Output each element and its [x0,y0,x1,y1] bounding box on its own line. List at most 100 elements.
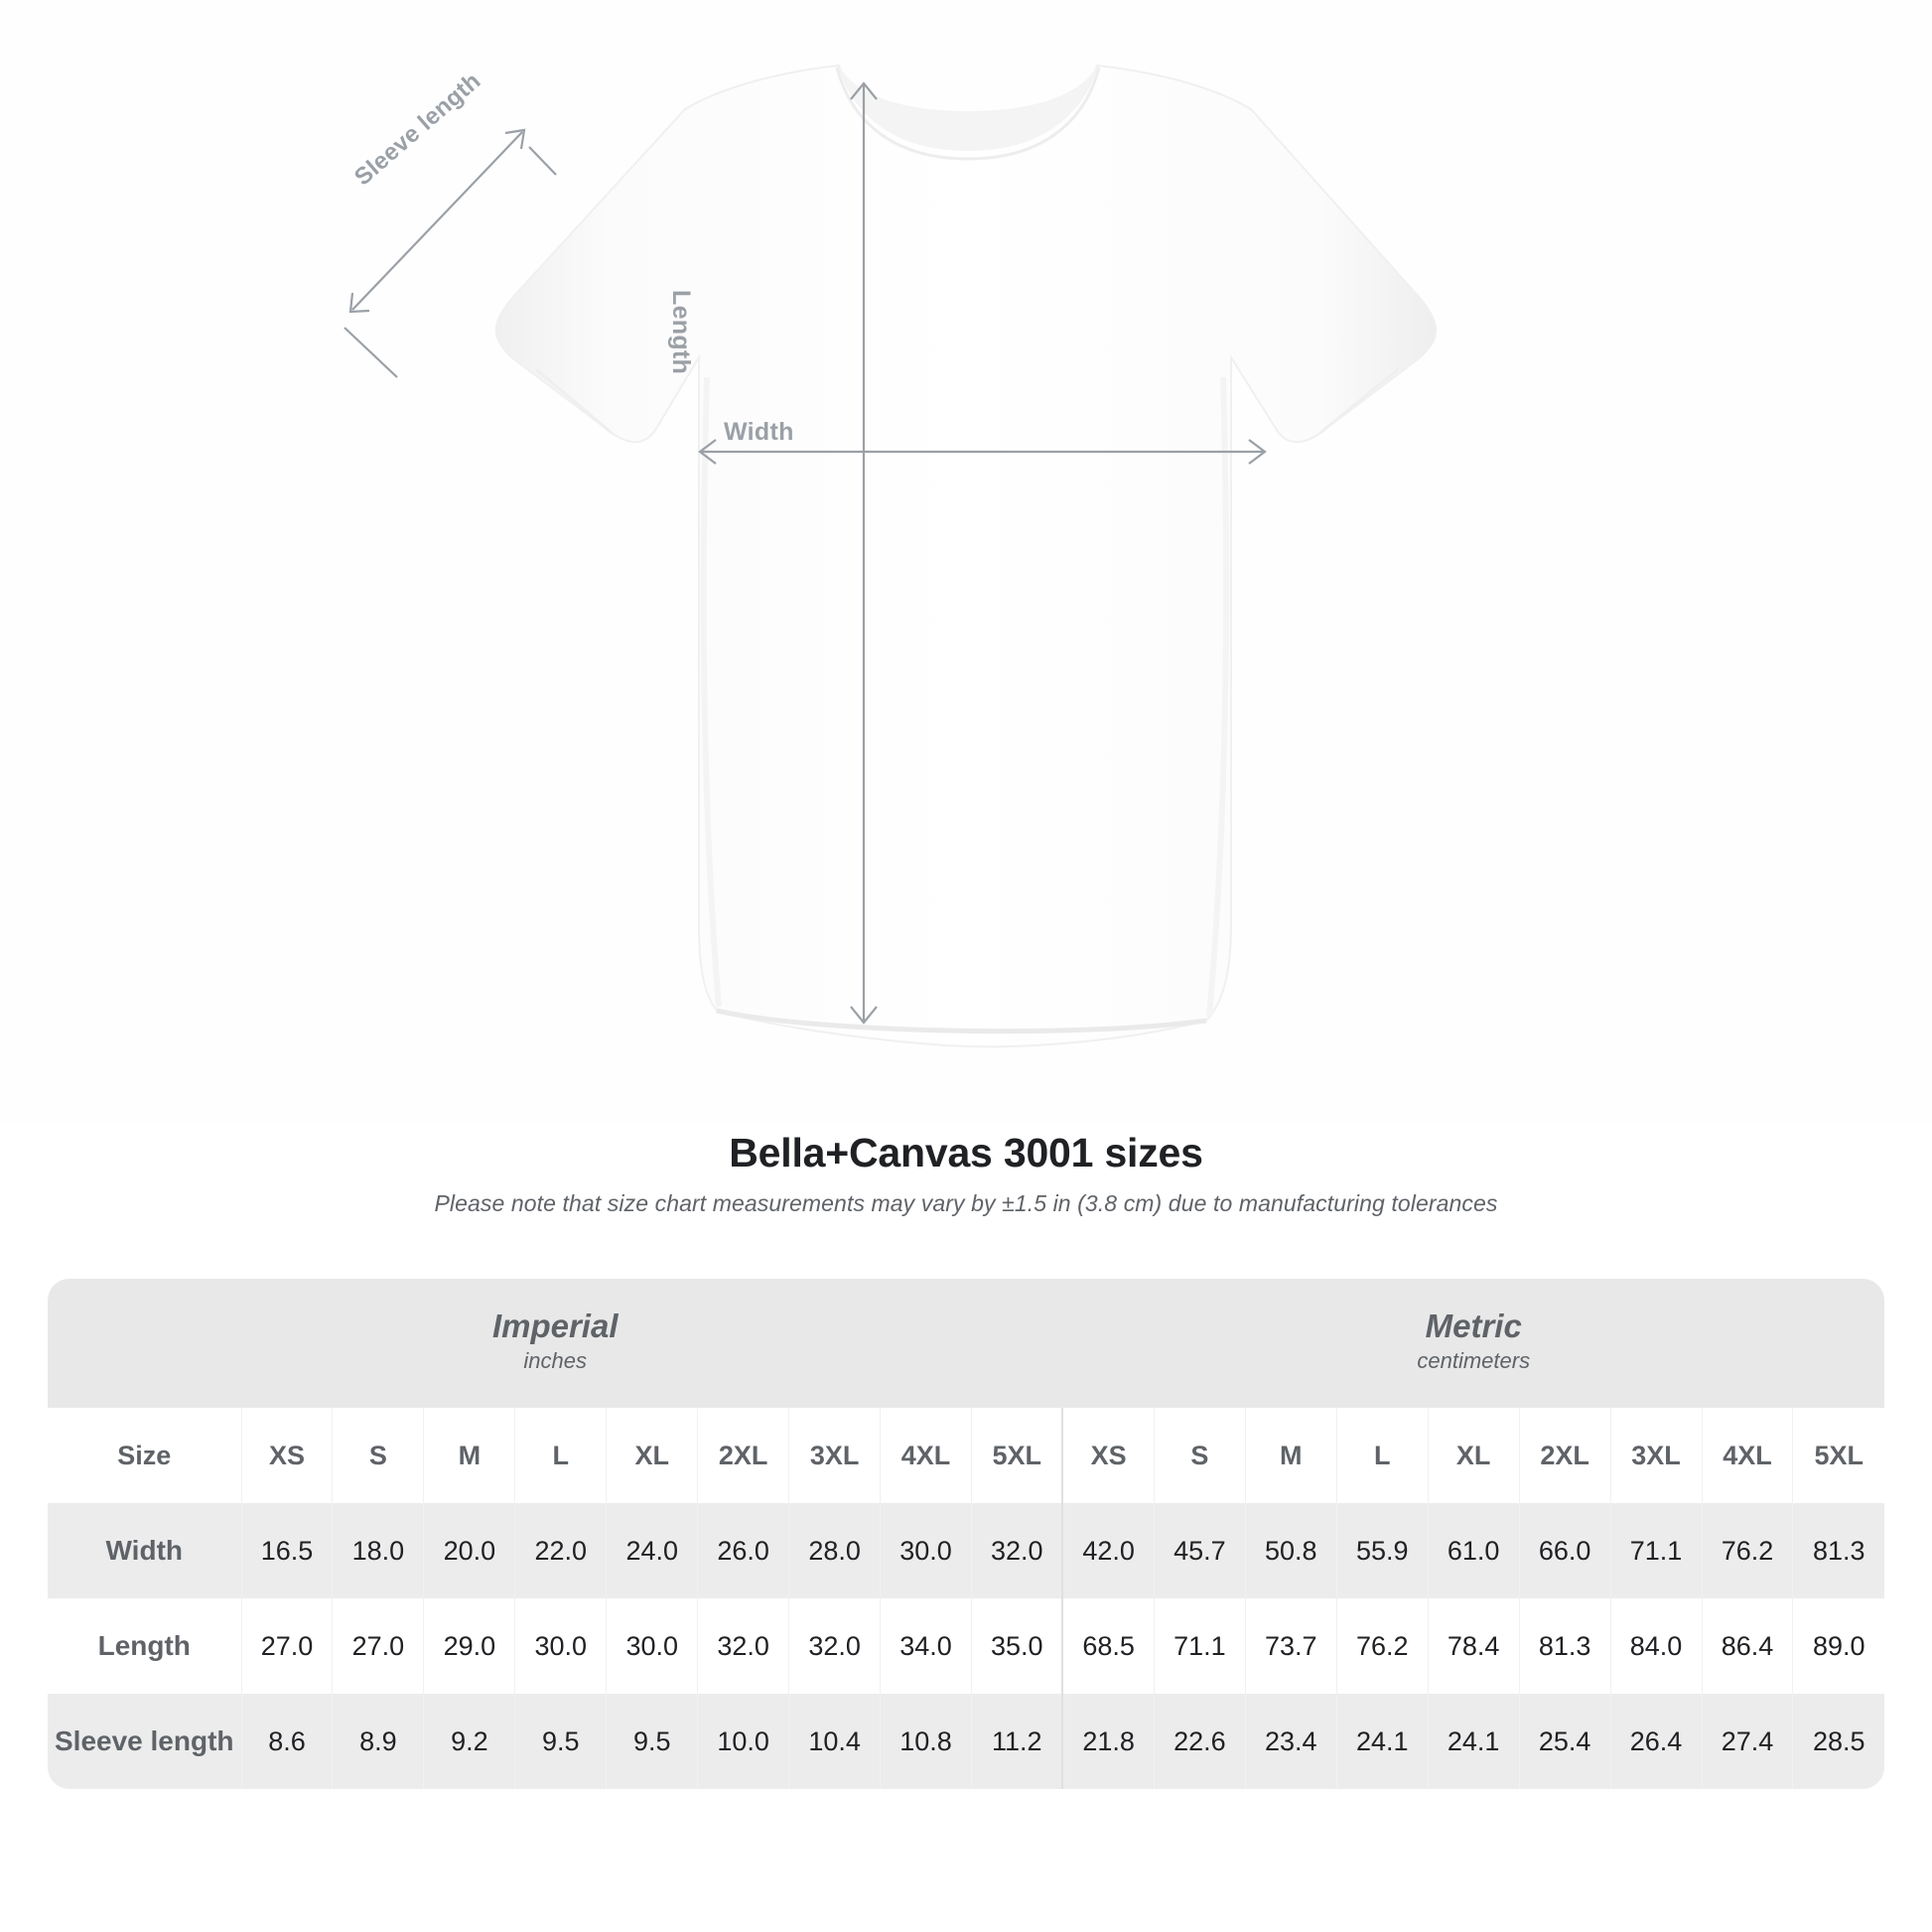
length-row-cell: 35.0 [971,1598,1063,1694]
shirt-body-shape [494,64,1438,1048]
width-row-cell: 20.0 [423,1503,515,1598]
width-row-cell: 16.5 [240,1503,333,1598]
size-header-row-cell: L [1335,1408,1429,1503]
sleeve-length-row-cell: 8.9 [332,1694,424,1789]
length-row-cell: 34.0 [880,1598,972,1694]
sleeve-length-row-cell: 10.8 [880,1694,972,1789]
width-row-cell: 55.9 [1335,1503,1429,1598]
sleeve-length-row-cell: 27.4 [1701,1694,1793,1789]
width-row-cell: 32.0 [971,1503,1063,1598]
size-header-row-cell: S [332,1408,424,1503]
length-row-cell: 30.0 [606,1598,698,1694]
length-row-cell: 76.2 [1335,1598,1429,1694]
imperial-unit-name: Imperial [491,1308,619,1345]
width-row-cell: 45.7 [1153,1503,1246,1598]
length-row-cell: 27.0 [240,1598,333,1694]
metric-unit-cell: Metric centimeters [1062,1279,1884,1408]
size-header-row-cell: M [1244,1408,1337,1503]
length-row-cell: 32.0 [788,1598,881,1694]
size-header-row-cell: 2XL [1518,1408,1611,1503]
collar-seam [835,67,1101,161]
width-row-cell: 28.0 [788,1503,881,1598]
sleeve-length-row-cell: 25.4 [1518,1694,1611,1789]
width-row-cell: 30.0 [880,1503,972,1598]
width-row-cell: 18.0 [332,1503,424,1598]
sleeve-length-row-cell: 21.8 [1061,1694,1155,1789]
sleeve-length-row: Sleeve length 8.6 8.9 9.2 9.5 9.5 10.0 10.4 10.8… [48,1694,1884,1789]
left-sleeve-hem [535,367,613,435]
length-row-cell: 89.0 [1792,1598,1884,1694]
width-row-cell: 71.1 [1609,1503,1702,1598]
sleeve-length-row-cell: 9.5 [514,1694,607,1789]
width-row: Width 16.5 18.0 20.0 22.0 24.0 26.0 28.0 30.0 32.… [48,1503,1884,1598]
length-label: Length [667,290,695,375]
tolerance-note: Please note that size chart measurements… [434,1190,1498,1216]
size-header-row: Size XS S M L XL 2XL 3XL 4XL 5XL XS S M L XL 2XL 3XL 4XL 5… [48,1408,1884,1503]
width-label: Width [724,418,794,446]
size-header-row-cell: XL [1427,1408,1520,1503]
width-row-cell: 24.0 [606,1503,698,1598]
size-header-row-cell: 5XL [971,1408,1063,1503]
length-row-label: Length [48,1598,241,1694]
length-row-cell: 68.5 [1061,1598,1155,1694]
title-block: Bella+Canvas 3001 sizes Please note that… [0,1130,1932,1217]
size-header-row-cell: L [514,1408,607,1503]
right-fold [1206,376,1230,1018]
size-header-row-cell: XS [240,1408,333,1503]
imperial-unit-cell: Imperial inches [48,1279,1063,1408]
size-header-row-cell: 3XL [1609,1408,1702,1503]
sleeve-length-row-cell: 8.6 [240,1694,333,1789]
size-table-wrapper: Imperial inches Metric centimeters Size X… [48,1279,1884,1789]
sleeve-length-row-cell: 26.4 [1609,1694,1702,1789]
width-row-cell: 61.0 [1427,1503,1520,1598]
size-header-row-cell: 5XL [1792,1408,1884,1503]
width-row-cell: 42.0 [1061,1503,1155,1598]
length-row-cell: 78.4 [1427,1598,1520,1694]
length-row: Length 27.0 27.0 29.0 30.0 30.0 32.0 32.0 34.0 35… [48,1598,1884,1694]
size-header-row-cell: S [1153,1408,1246,1503]
size-header-row-cell: 4XL [1701,1408,1793,1503]
length-arrow-top [850,81,878,100]
width-row-cell: 50.8 [1244,1503,1337,1598]
size-header-row-label: Size [48,1408,241,1503]
page-title: Bella+Canvas 3001 sizes [729,1130,1203,1175]
sleeve-arrow-upper [504,128,526,150]
sleeve-length-row-cell: 28.5 [1792,1694,1884,1789]
size-header-row-cell: 3XL [788,1408,881,1503]
size-header-row-cell: 2XL [697,1408,789,1503]
size-table: Imperial inches Metric centimeters Size X… [48,1279,1884,1789]
width-row-cell: 22.0 [514,1503,607,1598]
length-row-cell: 71.1 [1153,1598,1246,1694]
width-row-cell: 66.0 [1518,1503,1611,1598]
sleeve-length-row-cell: 22.6 [1153,1694,1246,1789]
length-row-cell: 32.0 [697,1598,789,1694]
right-sleeve-hem [1319,367,1399,435]
length-row-cell: 84.0 [1609,1598,1702,1694]
collar [839,66,1097,151]
sleeve-tick-lower [344,327,398,378]
sleeve-length-row-cell: 23.4 [1244,1694,1337,1789]
width-arrow-left [698,439,717,465]
width-row-cell: 76.2 [1701,1503,1793,1598]
size-header-row-cell: 4XL [880,1408,972,1503]
length-row-cell: 81.3 [1518,1598,1611,1694]
length-row-cell: 86.4 [1701,1598,1793,1694]
sleeve-length-row-cell: 9.2 [423,1694,515,1789]
length-row-cell: 73.7 [1244,1598,1337,1694]
width-row-cell: 26.0 [697,1503,789,1598]
size-table-head: Imperial inches Metric centimeters [48,1279,1884,1408]
sleeve-arrow-lower [348,292,370,314]
sleeve-length-row-cell: 10.0 [697,1694,789,1789]
sleeve-length-row-cell: 10.4 [788,1694,881,1789]
tshirt-illustration: Sleeve length Length Width [344,64,1438,1048]
sleeve-tick-upper [528,146,557,176]
sleeve-guide-line [351,131,523,311]
left-fold [700,376,722,1008]
metric-unit-name: Metric [1425,1308,1522,1345]
metric-unit-sub: centimeters [1417,1347,1531,1373]
tshirt-graphic [344,64,1438,1048]
sleeve-length-row-cell: 11.2 [971,1694,1063,1789]
width-arrow-right [1248,439,1267,465]
imperial-unit-sub: inches [523,1347,588,1373]
